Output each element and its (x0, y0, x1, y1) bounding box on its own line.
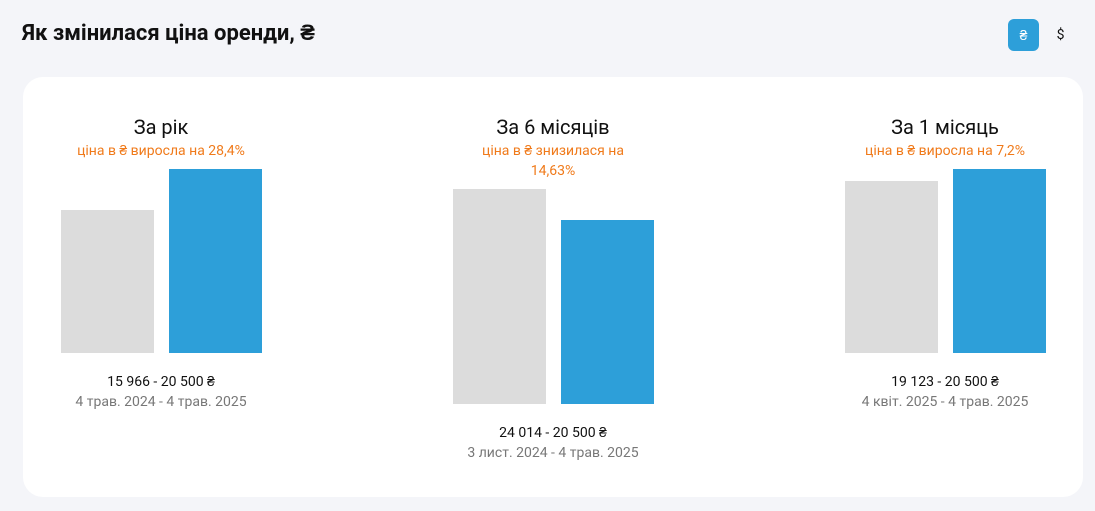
chart: За 6 місяців ціна в ₴ знизилася на 14,63%… (443, 115, 663, 461)
bar-group (844, 169, 1046, 353)
page-title: Як змінилася ціна оренди, ₴ (22, 21, 315, 46)
currency-button[interactable]: ₴ (1008, 19, 1039, 51)
chart: За 1 місяць ціна в ₴ виросла на 7,2% 19 12… (835, 115, 1055, 410)
bar (844, 181, 938, 353)
chart-subtitle: ціна в ₴ виросла на 28,4% (77, 143, 245, 159)
value-label: 15 966 - 20 500 ₴ (107, 373, 215, 390)
chart-title: За 6 місяців (496, 115, 610, 139)
date-label: 4 трав. 2024 - 4 трав. 2025 (75, 393, 247, 410)
bar (452, 189, 546, 404)
bar-group (60, 169, 262, 353)
chart-subtitle: ціна в ₴ виросла на 7,2% (865, 143, 1025, 159)
chart-title: За 1 місяць (891, 115, 999, 139)
bar (60, 209, 154, 353)
card: За рік ціна в ₴ виросла на 28,4% 15 966 - … (23, 77, 1083, 497)
bar-group (452, 189, 654, 404)
bar (952, 169, 1046, 353)
chart-subtitle: ціна в ₴ знизилася на 14,63% (482, 143, 624, 179)
value-label: 19 123 - 20 500 ₴ (891, 373, 999, 390)
value-label: 24 014 - 20 500 ₴ (499, 425, 607, 441)
currency-button[interactable]: $ (1056, 27, 1065, 43)
date-label: 3 лист. 2024 - 4 трав. 2025 (467, 445, 639, 461)
date-label: 4 квіт. 2025 - 4 трав. 2025 (861, 393, 1029, 410)
bar (168, 169, 262, 353)
chart: За рік ціна в ₴ виросла на 28,4% 15 966 - … (51, 115, 271, 410)
bar (560, 220, 654, 404)
chart-title: За рік (133, 115, 189, 139)
